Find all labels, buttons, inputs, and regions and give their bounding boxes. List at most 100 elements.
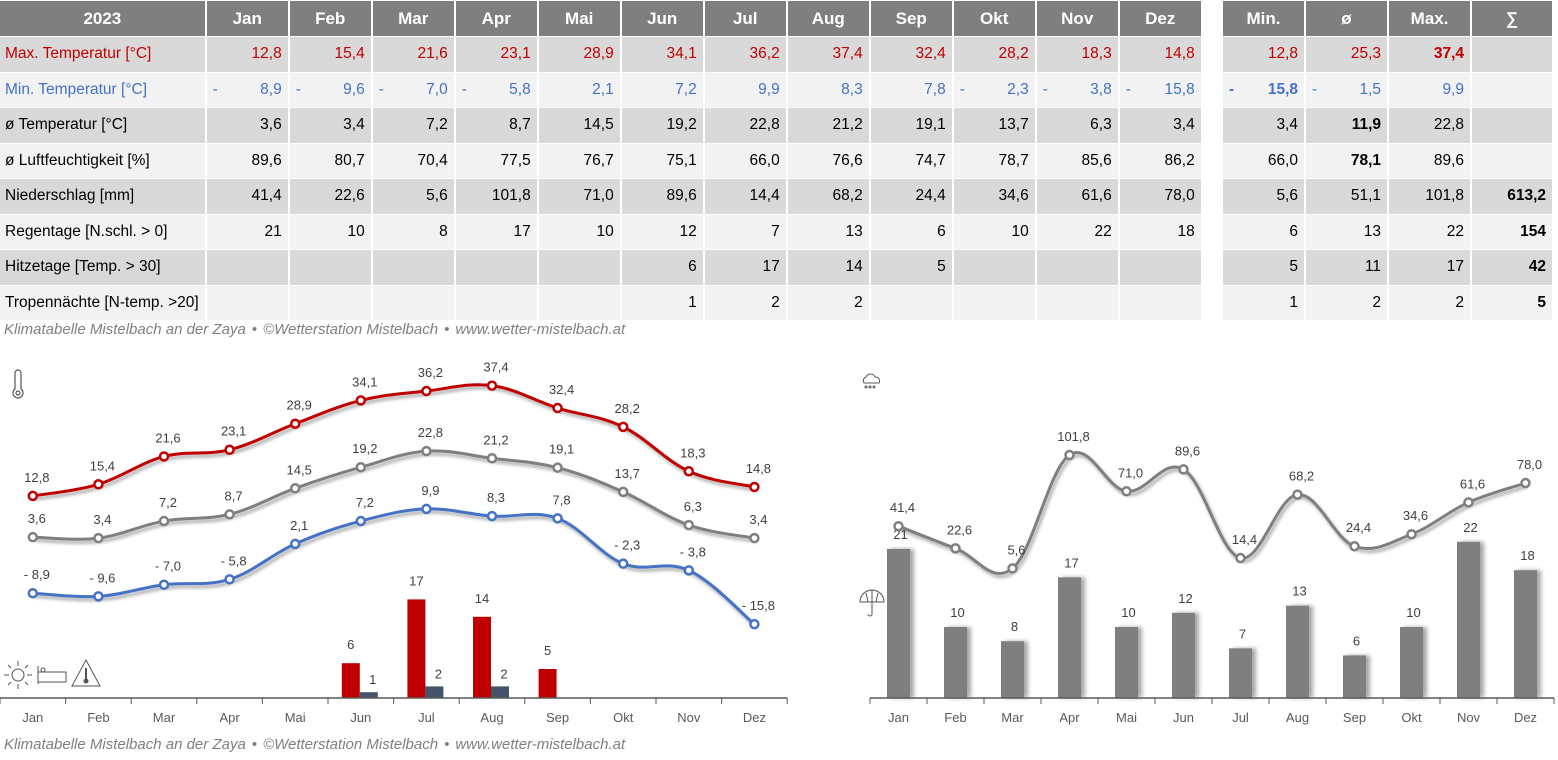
line-data-label: 34,1 — [352, 374, 377, 389]
footer-title: Klimatabelle Mistelbach an der Zaya — [4, 321, 246, 338]
bar-regentage — [887, 548, 910, 698]
month-header: Feb — [289, 1, 373, 36]
month-header: Aug — [787, 1, 871, 36]
line-data-label: 61,6 — [1460, 476, 1485, 491]
x-tick-label: Apr — [1059, 710, 1080, 725]
cell-value: 5 — [1289, 258, 1298, 276]
table-cell: 66,0 — [704, 142, 788, 178]
summary-cell — [1472, 107, 1554, 143]
negative-sign: - — [1125, 80, 1131, 98]
table-row: Hitzetage [Temp. > 30] 6 17 14 5 — [0, 249, 1203, 285]
negative-sign: - — [959, 80, 965, 98]
table-cell: - 7,0 — [372, 71, 456, 107]
table-cell: 24,4 — [870, 178, 954, 214]
bar-data-label: 14 — [475, 591, 489, 606]
cell-value: 101,8 — [491, 187, 531, 205]
line-data-label: 18,3 — [680, 445, 705, 460]
negative-sign: - — [212, 80, 218, 98]
month-header: Jun — [621, 1, 705, 36]
x-tick-label: Sep — [1343, 710, 1366, 725]
line-point — [552, 402, 563, 414]
summary-cell — [1472, 36, 1554, 72]
table-cell: 75,1 — [621, 142, 705, 178]
line-data-label: 12,8 — [24, 470, 49, 485]
table-cell: 37,4 — [787, 36, 871, 72]
line-point — [1292, 489, 1303, 500]
cell-value: 18,3 — [1081, 45, 1112, 63]
table-cell: 12 — [621, 213, 705, 249]
table-row: ø Luftfeuchtigkeit [%] 89,6 80,7 70,4 77,5 76… — [0, 142, 1203, 178]
cell-value: 15,4 — [334, 45, 365, 63]
cell-value: 154 — [1520, 222, 1546, 240]
row-label: ø Temperatur [°C] — [0, 107, 207, 143]
line-data-label: 89,6 — [1175, 443, 1200, 458]
cell-value: 3,4 — [1173, 116, 1195, 134]
line-point — [93, 591, 104, 602]
cell-value: 5 — [1537, 293, 1546, 311]
cell-value: 11,9 — [1351, 116, 1381, 134]
bar-regentage — [1400, 627, 1423, 698]
summary-row: 5,6 51,1 101,8 613,2 — [1223, 178, 1554, 214]
summary-cell: 37,4 — [1389, 36, 1472, 72]
negative-sign: - — [461, 80, 467, 98]
cell-value: 8 — [439, 222, 448, 240]
cell-value: 42 — [1528, 258, 1546, 276]
cell-value: 28,9 — [583, 45, 614, 63]
cell-value: 70,4 — [417, 151, 448, 169]
line-point — [486, 453, 498, 464]
bed-icon — [37, 666, 67, 684]
x-tick-label: Aug — [1286, 710, 1309, 725]
cell-value: 7,0 — [426, 80, 448, 98]
bar-data-label: 17 — [1064, 555, 1078, 570]
line-data-label: 13,7 — [615, 466, 640, 481]
line-point — [27, 531, 39, 543]
month-header: Apr — [455, 1, 539, 36]
table-row: Max. Temperatur [°C] 12,8 15,4 21,6 23,1 28,9… — [0, 36, 1203, 72]
cell-value: 89,6 — [1433, 151, 1464, 169]
summary-row: 3,4 11,9 22,8 — [1223, 107, 1554, 143]
cell-value: 1 — [1289, 293, 1298, 311]
table-cell: 78,7 — [953, 142, 1037, 178]
cell-value: 14,4 — [749, 187, 780, 205]
bar-data-label: 22 — [1463, 520, 1477, 535]
footer-copyright: ©Wetterstation Mistelbach — [263, 321, 439, 338]
line-point — [1520, 477, 1531, 489]
table-cell: 22,6 — [289, 178, 373, 214]
summary-cell: 78,1 — [1306, 142, 1389, 178]
summary-cell: 101,8 — [1389, 178, 1472, 214]
footer-url[interactable]: www.wetter-mistelbach.at — [455, 736, 626, 753]
summary-cell — [1472, 142, 1554, 178]
summary-table: Min. ø Max. ∑ 12,8 25,3 37,4-15,8-1,5 9,9 3,4 11… — [1223, 1, 1554, 320]
summary-cell: 12,8 — [1223, 36, 1306, 72]
table-cell: 9,9 — [704, 71, 788, 107]
table-cell: 5 — [870, 249, 954, 285]
bar-data-label: 2 — [500, 666, 507, 681]
summary-cell: 89,6 — [1389, 142, 1472, 178]
summary-cell: 154 — [1472, 213, 1554, 249]
table-cell: 36,2 — [704, 36, 788, 72]
month-header: Dez — [1119, 1, 1203, 36]
x-tick-label: Jun — [1173, 710, 1194, 725]
line-data-label: - 7,0 — [155, 559, 181, 574]
footer-url[interactable]: www.wetter-mistelbach.at — [455, 321, 626, 338]
row-label: Max. Temperatur [°C] — [0, 36, 207, 72]
footer-separator: • — [444, 736, 450, 753]
footer-copyright: ©Wetterstation Mistelbach — [263, 736, 439, 753]
table-cell: 23,1 — [455, 36, 539, 72]
summary-cell: 9,9 — [1389, 71, 1472, 107]
line-point — [1235, 552, 1246, 564]
summary-header: Min. — [1223, 1, 1306, 36]
x-tick-label: Aug — [480, 710, 503, 725]
cell-value: 22,6 — [334, 187, 365, 205]
summary-cell: 5 — [1223, 249, 1306, 285]
line-data-label: 34,6 — [1403, 508, 1428, 523]
line-data-label: 28,9 — [287, 398, 312, 413]
cell-value: 613,2 — [1507, 187, 1546, 205]
cell-value: 8,7 — [509, 116, 531, 134]
table-cell: 78,0 — [1119, 178, 1203, 214]
line-point — [355, 395, 367, 406]
cell-value: 10 — [596, 222, 614, 240]
cell-value: 11 — [1364, 258, 1381, 276]
x-tick-label: Dez — [743, 710, 766, 725]
